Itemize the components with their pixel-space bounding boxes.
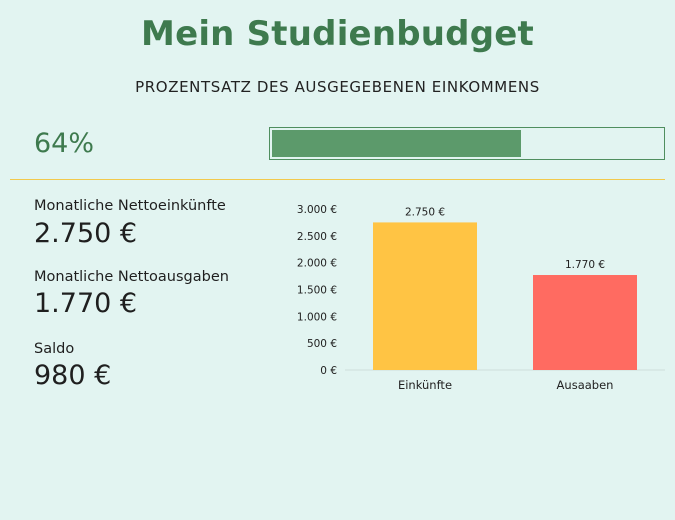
bar-expenses — [533, 275, 637, 370]
progress-bar — [269, 127, 665, 160]
bar-data-label: 2.750 € — [405, 206, 445, 218]
percent-spent-value: 64% — [34, 128, 95, 159]
bar-data-label: 1.770 € — [565, 259, 605, 271]
progress-bar-fill — [272, 130, 521, 157]
income-value: 2.750 € — [34, 218, 138, 249]
x-tick-label: Ausaaben — [557, 378, 614, 392]
y-tick-label: 0 € — [320, 365, 337, 377]
y-tick-label: 1.000 € — [297, 311, 337, 323]
x-tick-label: Einkünfte — [398, 378, 452, 392]
y-tick-label: 500 € — [307, 338, 337, 350]
expenses-value: 1.770 € — [34, 288, 138, 319]
y-tick-label: 3.000 € — [297, 204, 337, 216]
y-tick-label: 2.000 € — [297, 258, 337, 270]
income-label: Monatliche Nettoeinkünfte — [34, 198, 226, 214]
y-tick-label: 1.500 € — [297, 285, 337, 297]
balance-value: 980 € — [34, 360, 112, 391]
page-subtitle: PROZENTSATZ DES AUSGEGEBENEN EINKOMMENS — [135, 78, 540, 96]
divider — [10, 179, 665, 180]
page-title: Mein Studienbudget — [141, 14, 534, 54]
bar-income — [373, 222, 477, 370]
expenses-label: Monatliche Nettoausgaben — [34, 269, 229, 285]
balance-label: Saldo — [34, 341, 75, 357]
income-expenses-chart: 0 € 500 € 1.000 € 1.500 € 2.000 € 2.500 € 3.00… — [297, 204, 665, 392]
y-tick-label: 2.500 € — [297, 231, 337, 243]
